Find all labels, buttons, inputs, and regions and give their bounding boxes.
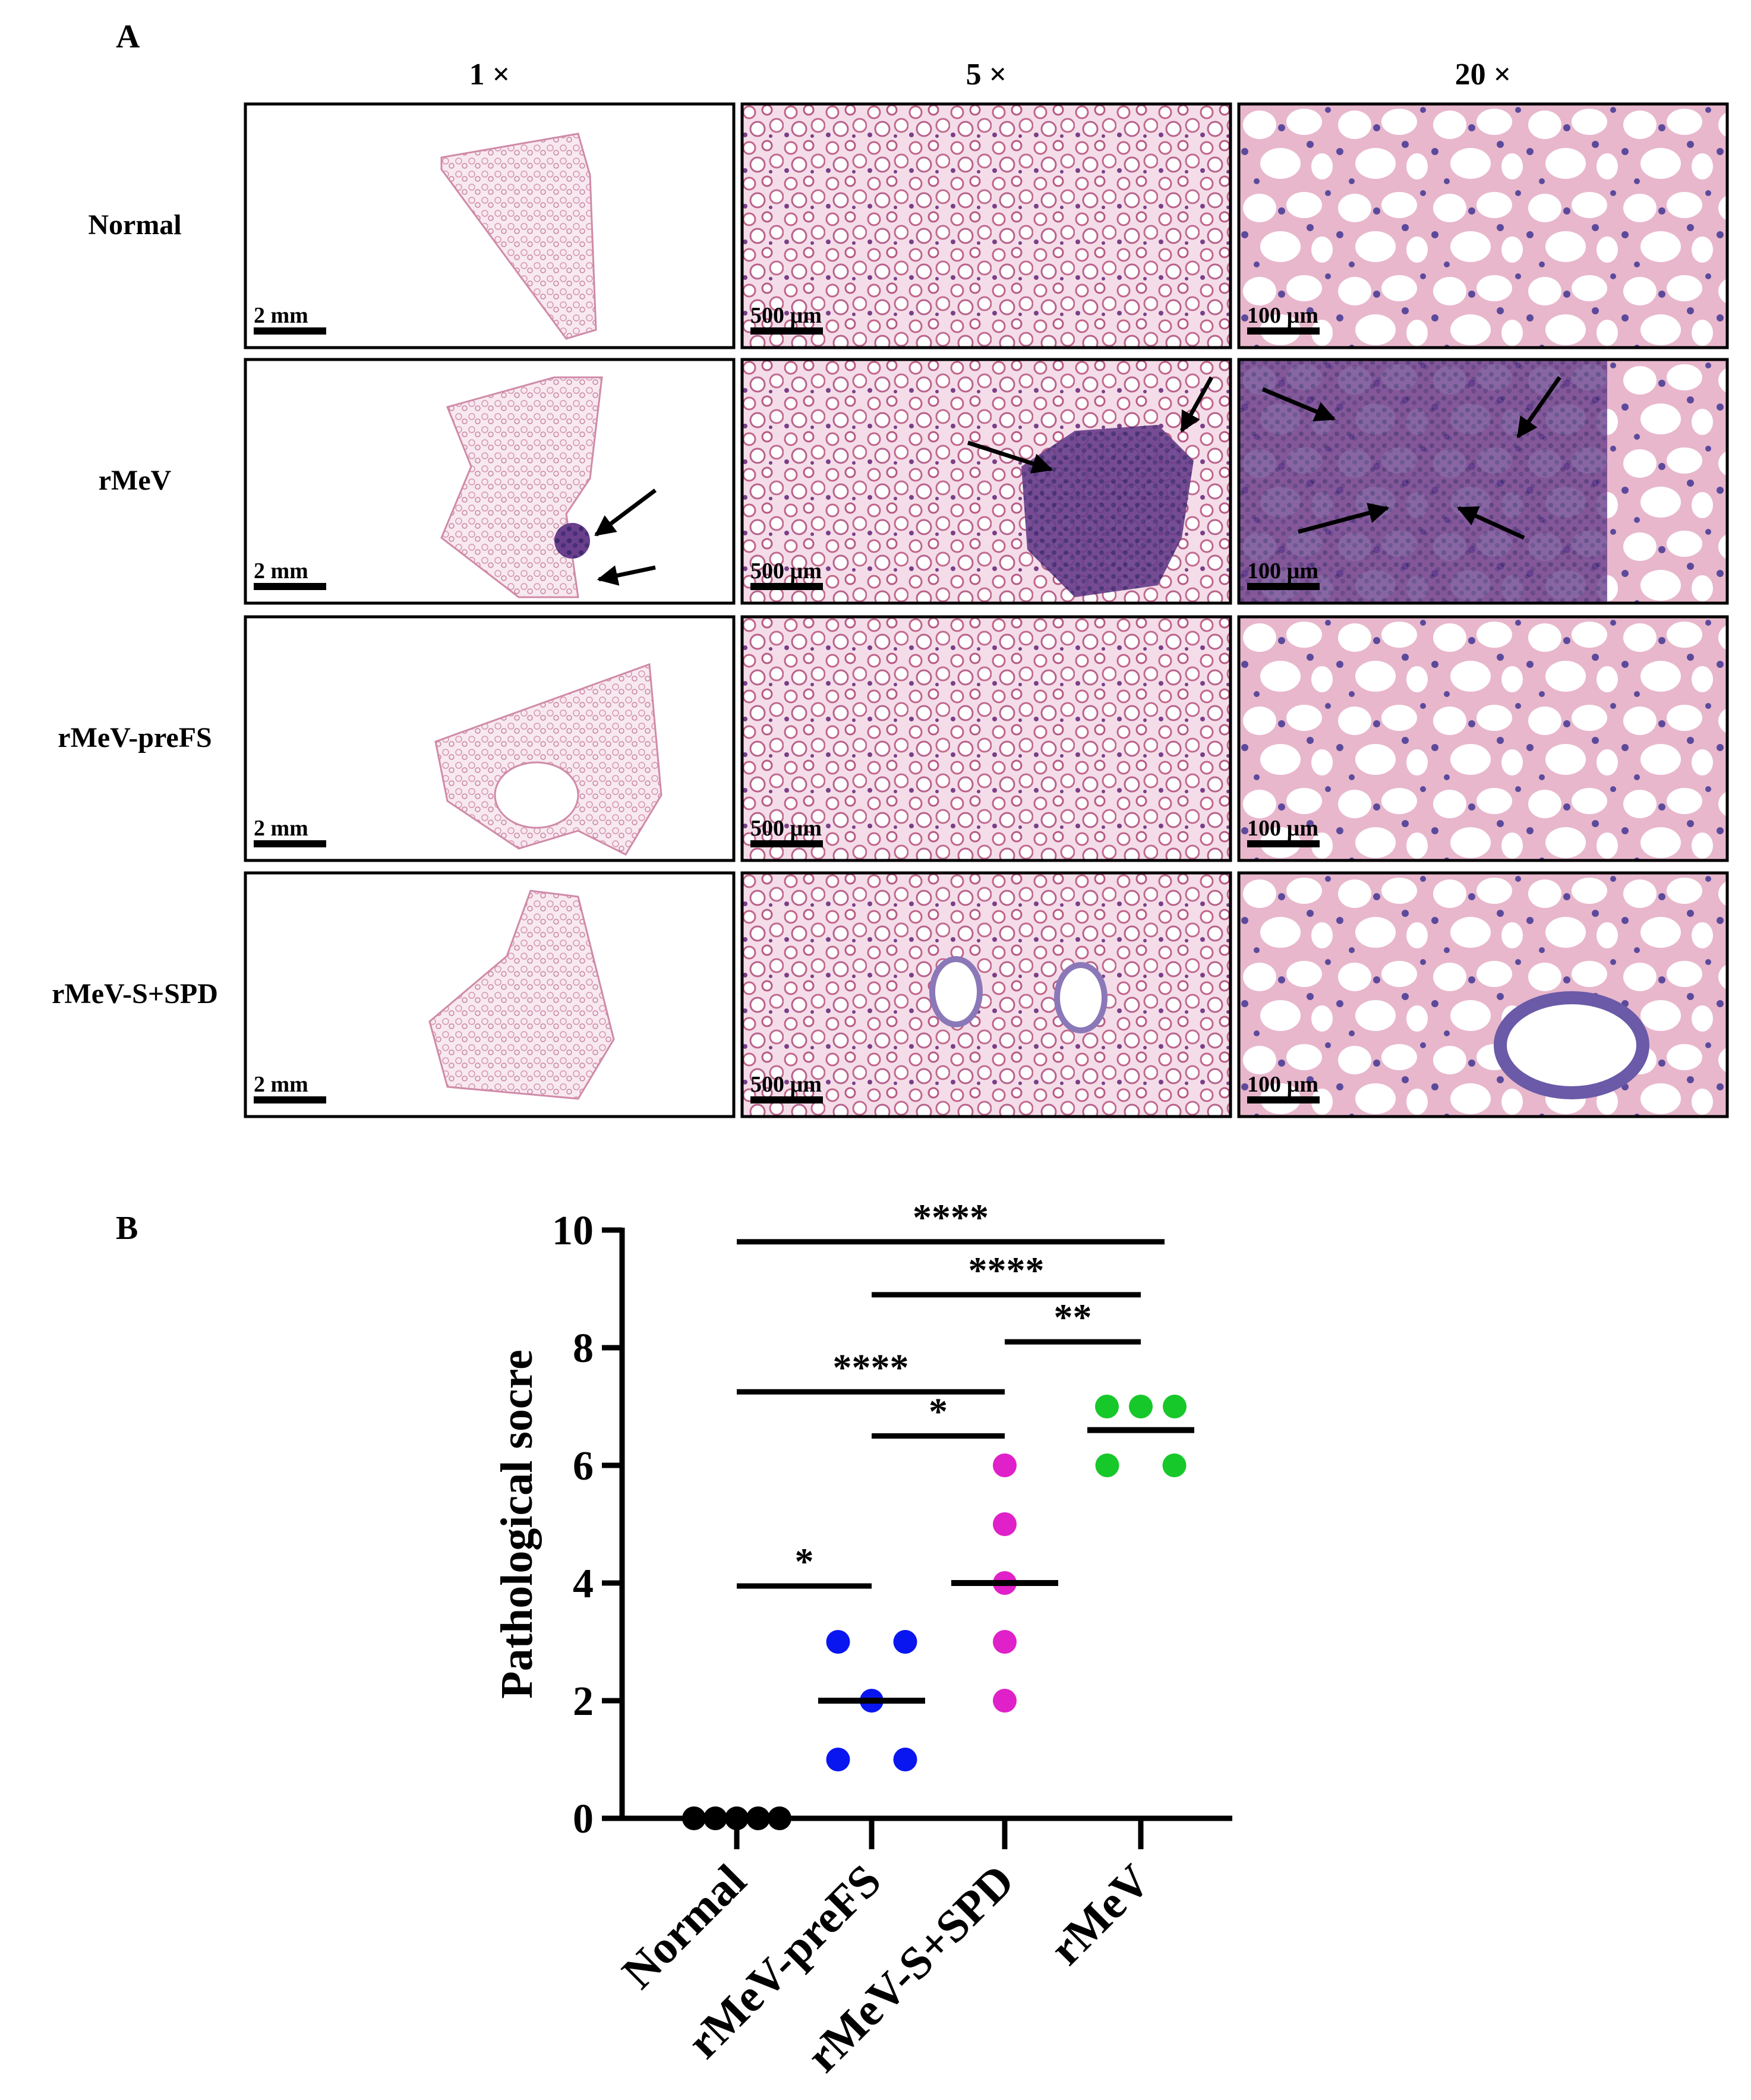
y-axis-title: Pathological socre — [492, 1349, 542, 1698]
y-tick-label: 0 — [573, 1796, 594, 1842]
data-point — [993, 1453, 1017, 1477]
significance-label: **** — [968, 1249, 1045, 1291]
row-label: rMeV-preFS — [58, 722, 212, 753]
scale-bar-label: 2 mm — [254, 1072, 308, 1097]
data-point — [1162, 1453, 1187, 1477]
image-border — [740, 102, 1232, 349]
significance-label: ** — [1054, 1296, 1092, 1338]
arrow — [597, 565, 656, 586]
significance-label: * — [929, 1390, 948, 1433]
airway — [929, 956, 983, 1027]
scale-bar-label: 500 µm — [750, 559, 822, 584]
airway — [1054, 962, 1108, 1033]
scale-bar-label: 100 µm — [1247, 816, 1318, 841]
tissue-section — [428, 890, 615, 1100]
significance-label: **** — [913, 1196, 989, 1238]
airway — [494, 761, 579, 829]
scale-bar-label: 2 mm — [254, 303, 308, 328]
column-header: 20 × — [1455, 58, 1512, 92]
y-tick-label: 4 — [573, 1561, 594, 1607]
data-point — [993, 1512, 1017, 1536]
image-border — [1237, 615, 1729, 862]
data-point — [826, 1630, 850, 1654]
micrograph: 2 mm — [244, 871, 736, 1118]
airway — [1494, 991, 1649, 1099]
row-label: rMeV-S+SPD — [52, 978, 218, 1010]
image-border — [244, 871, 736, 1118]
micrograph: 500 µm — [740, 871, 1232, 1118]
tissue-section — [440, 133, 597, 340]
data-point — [1095, 1395, 1119, 1418]
scale-bar-label: 100 µm — [1247, 559, 1318, 584]
micrograph: 500 µm — [740, 102, 1232, 349]
image-bg — [742, 873, 1231, 1117]
arrow — [1261, 387, 1336, 422]
micrograph: 100 µm — [1237, 102, 1729, 349]
image-bg — [1239, 873, 1727, 1117]
micrograph: 500 µm — [740, 358, 1232, 605]
data-point — [1163, 1395, 1187, 1418]
image-border — [740, 871, 1232, 1118]
image-bg — [1239, 617, 1727, 860]
x-tick-label: rMeV — [1040, 1855, 1160, 1975]
scale-bar-label: 100 µm — [1247, 1072, 1318, 1097]
y-tick-label: 10 — [552, 1208, 594, 1254]
image-border — [244, 102, 736, 349]
lesion — [554, 523, 590, 559]
image-bg — [742, 617, 1231, 860]
column-header: 1 × — [469, 58, 510, 92]
scale-bar-label: 500 µm — [750, 1072, 822, 1097]
scale-bar-label: 2 mm — [254, 559, 308, 584]
data-point — [993, 1689, 1017, 1713]
arrow — [1179, 376, 1214, 433]
micrograph: 100 µm — [1237, 358, 1729, 605]
image-bg — [1239, 104, 1727, 348]
image-border — [740, 615, 1232, 862]
image-border — [1237, 871, 1729, 1118]
arrow — [1516, 376, 1561, 439]
y-tick-label: 2 — [573, 1679, 594, 1724]
data-point — [826, 1748, 850, 1771]
micrograph: 2 mm — [244, 615, 736, 862]
data-point — [1129, 1395, 1153, 1418]
scale-bar-label: 100 µm — [1247, 303, 1318, 328]
significance-label: **** — [833, 1346, 909, 1388]
arrow — [594, 488, 657, 537]
arrow — [967, 440, 1053, 474]
data-point — [993, 1630, 1017, 1654]
y-tick-label: 6 — [573, 1443, 594, 1489]
tissue-section — [434, 663, 662, 856]
image-border — [244, 615, 736, 862]
data-point — [1095, 1453, 1119, 1477]
image-border — [1237, 358, 1729, 605]
micrograph: 2 mm — [244, 102, 736, 349]
image-border — [740, 358, 1232, 605]
scale-bar-label: 2 mm — [254, 816, 308, 841]
lesion — [1021, 425, 1194, 597]
micrograph: 500 µm — [740, 615, 1232, 862]
micrograph: 100 µm — [1237, 871, 1729, 1118]
panel-label: A — [116, 18, 140, 55]
data-point — [893, 1748, 917, 1771]
panel-a: 1 × 5 × 20 × Normal 2 mm 500 µm 100 µm rMeV 2 mm… — [52, 58, 1729, 1118]
significance-label: * — [795, 1540, 814, 1582]
image-border — [1237, 102, 1729, 349]
row-label: Normal — [88, 209, 181, 241]
data-point — [893, 1630, 917, 1654]
scale-bar-label: 500 µm — [750, 303, 822, 328]
y-tick-label: 8 — [573, 1326, 594, 1371]
row-label: rMeV — [99, 465, 172, 496]
scale-bar-label: 500 µm — [750, 816, 822, 841]
column-header: 5 × — [966, 58, 1007, 92]
micrograph: 2 mm — [244, 358, 736, 605]
arrow — [1298, 503, 1390, 534]
panel-label: B — [116, 1210, 138, 1247]
image-border — [244, 358, 736, 605]
micrograph: 100 µm — [1237, 615, 1729, 862]
arrow — [1456, 506, 1525, 540]
image-bg — [742, 104, 1231, 348]
